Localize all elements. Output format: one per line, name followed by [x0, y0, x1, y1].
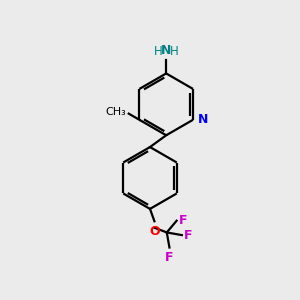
Text: H: H [170, 45, 179, 58]
Text: N: N [198, 113, 208, 126]
Text: CH₃: CH₃ [106, 107, 126, 118]
Text: F: F [184, 229, 193, 242]
Text: H: H [154, 45, 162, 58]
Text: F: F [179, 214, 188, 227]
Text: N: N [161, 44, 171, 57]
Text: O: O [149, 225, 160, 238]
Text: F: F [165, 251, 174, 264]
